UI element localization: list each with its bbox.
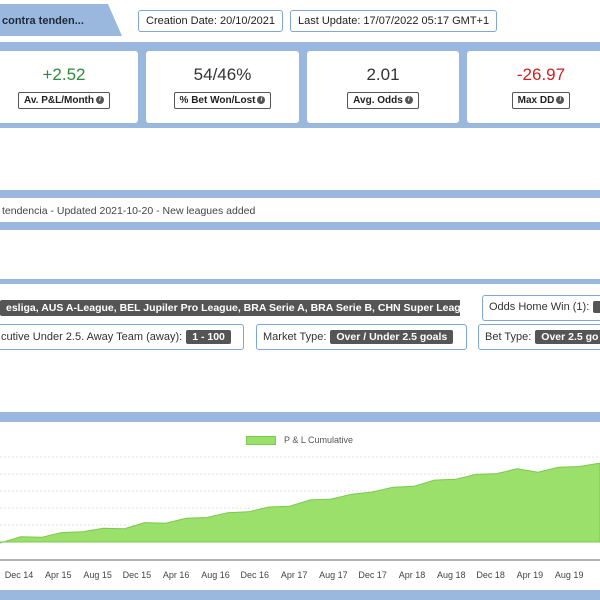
pl-area-series xyxy=(0,462,600,544)
stat-card-max-dd: -26.97 Max DD i xyxy=(467,51,600,123)
stat-label[interactable]: Max DD i xyxy=(511,92,571,109)
x-tick-label: Aug 19 xyxy=(554,570,584,580)
update-note: tendencia - Updated 2021-10-20 - New lea… xyxy=(2,205,256,217)
stat-label[interactable]: % Bet Won/Lost i xyxy=(173,92,272,109)
consecutive-under-filter[interactable]: cutive Under 2.5. Away Team (away): 1 - 1… xyxy=(0,324,244,350)
leagues-filter[interactable]: esliga, AUS A-League, BEL Jupiler Pro Le… xyxy=(0,295,460,321)
section-divider xyxy=(0,190,600,198)
filter-value: Over 2.5 go xyxy=(535,330,600,344)
section-divider xyxy=(0,279,600,284)
filter-label: cutive Under 2.5. Away Team (away): xyxy=(1,331,183,343)
x-tick-label: Apr 15 xyxy=(45,570,72,580)
filter-value: Over / Under 2.5 goals xyxy=(330,330,454,344)
leagues-value: esliga, AUS A-League, BEL Jupiler Pro Le… xyxy=(0,300,460,316)
x-tick-label: Apr 18 xyxy=(398,570,426,580)
filter-label: Bet Type: xyxy=(485,331,532,343)
market-type-filter[interactable]: Market Type: Over / Under 2.5 goals xyxy=(256,324,467,350)
legend-label: P & L Cumulative xyxy=(284,435,354,445)
chart-legend[interactable]: P & L Cumulative xyxy=(246,435,354,446)
x-tick-label: Aug 18 xyxy=(437,570,466,580)
stat-label[interactable]: Avg. Odds i xyxy=(347,92,419,109)
bet-type-filter[interactable]: Bet Type: Over 2.5 go xyxy=(478,324,600,350)
stat-value: -26.97 xyxy=(516,65,566,84)
odds-home-win-filter[interactable]: Odds Home Win (1): xyxy=(482,295,600,321)
stat-value: +2.52 xyxy=(42,65,86,84)
section-divider xyxy=(0,590,600,600)
pl-cumulative-chart xyxy=(0,456,600,561)
x-tick-label: Apr 19 xyxy=(516,570,544,580)
x-tick-label: Dec 18 xyxy=(476,570,505,580)
x-tick-label: Apr 17 xyxy=(280,570,308,580)
filter-value xyxy=(593,301,600,314)
filter-label: Market Type: xyxy=(263,331,327,343)
stat-value: 2.01 xyxy=(366,65,400,84)
x-tick-label: Aug 15 xyxy=(83,570,112,580)
x-tick-label: Dec 17 xyxy=(358,570,387,580)
filter-value: 1 - 100 xyxy=(186,330,231,344)
section-divider xyxy=(0,412,600,422)
creation-date-badge: Creation Date: 20/10/2021 xyxy=(138,10,284,32)
stat-card-pl-month: +2.52 Av. P&L/Month i xyxy=(0,51,138,123)
filter-label: Odds Home Win (1): xyxy=(489,301,590,313)
x-tick-label: Apr 16 xyxy=(162,570,190,580)
stat-value: 54/46% xyxy=(193,65,252,84)
x-tick-label: Aug 16 xyxy=(201,570,230,580)
x-tick-label: Dec 15 xyxy=(122,570,152,580)
info-icon: i xyxy=(257,96,266,105)
stat-card-avg-odds: 2.01 Avg. Odds i xyxy=(307,51,459,123)
stat-label[interactable]: Av. P&L/Month i xyxy=(18,92,110,109)
info-icon: i xyxy=(404,96,413,105)
stat-card-bet-won-lost: 54/46% % Bet Won/Lost i xyxy=(146,51,299,123)
legend-swatch xyxy=(246,436,276,446)
system-title-tab: contra tenden... xyxy=(0,4,122,36)
x-tick-label: Dec 14 xyxy=(4,570,34,580)
section-divider xyxy=(0,222,600,230)
x-tick-label: Dec 16 xyxy=(240,570,270,580)
last-update-badge: Last Update: 17/07/2022 05:17 GMT+1 xyxy=(290,10,498,32)
info-icon: i xyxy=(556,96,565,105)
info-icon: i xyxy=(96,96,104,105)
x-tick-label: Aug 17 xyxy=(319,570,348,580)
